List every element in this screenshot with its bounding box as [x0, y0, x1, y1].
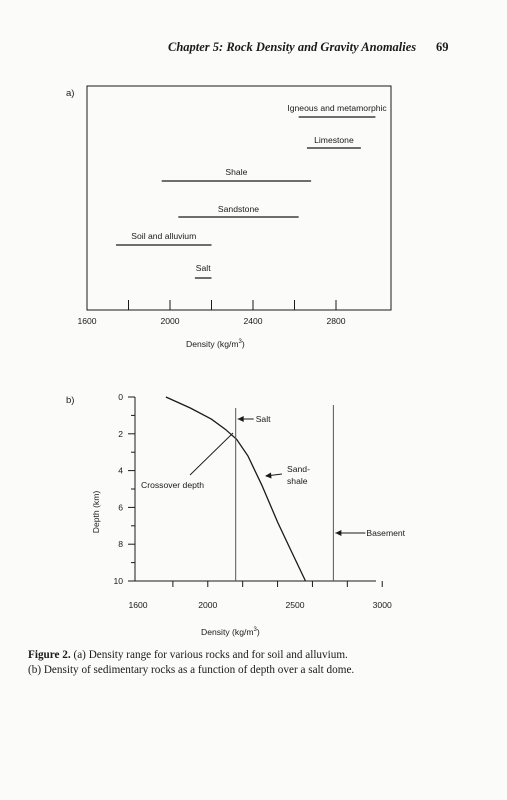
- sand-shale-curve: [165, 396, 307, 582]
- y-tick-label-b: 0: [118, 392, 123, 402]
- x-tick-label-a: 2000: [160, 316, 179, 326]
- basement-arrowhead: [335, 530, 342, 536]
- salt-arrowhead: [237, 416, 244, 422]
- x-tick-label-b: 2000: [198, 600, 217, 610]
- y-tick-label-b: 8: [118, 539, 123, 549]
- caption-line-1: (a) Density range for various rocks and …: [70, 649, 348, 661]
- range-label: Limestone: [314, 135, 354, 145]
- x-axis-label-b: Density (kg/m3): [201, 627, 260, 637]
- x-tick-label-b: 3000: [373, 600, 392, 610]
- y-axis-label-b: Depth (km): [91, 491, 101, 534]
- sand-shale-arrowhead: [265, 472, 272, 479]
- caption-label: Figure 2.: [28, 649, 71, 661]
- density-depth-chart: 0 2 4 6 8 10 1600 2000 2500 3000 Salt Sand-shale Ba…: [91, 392, 406, 637]
- range-label: Soil and alluvium: [131, 231, 196, 241]
- x-tick-label-a: 2800: [326, 316, 345, 326]
- panel-label-a: a): [66, 88, 75, 99]
- crossover-pointer: [189, 432, 234, 476]
- crossover-label: Crossover depth: [141, 480, 204, 490]
- range-label: Shale: [225, 167, 247, 177]
- plot-frame-a: [86, 85, 392, 311]
- x-tick-label-a: 2400: [243, 316, 262, 326]
- running-title: Chapter 5: Rock Density and Gravity Anom…: [168, 40, 417, 54]
- x-axis-label-a: Density (kg/m3): [186, 339, 245, 349]
- salt-label: Salt: [256, 414, 271, 424]
- x-tick-label-a: 1600: [77, 316, 96, 326]
- range-label: Igneous and metamorphic: [287, 103, 387, 113]
- figure-caption: Figure 2. (a) Density range for various …: [28, 648, 478, 678]
- page-number: 69: [436, 40, 449, 54]
- panel-label-b: b): [66, 395, 75, 406]
- x-tick-label-b: 1600: [128, 600, 147, 610]
- caption-line-2: (b) Density of sedimentary rocks as a fu…: [28, 664, 355, 676]
- sand-shale-label: Sand-: [287, 464, 310, 474]
- basement-label: Basement: [366, 528, 405, 538]
- x-tick-label-b: 2500: [285, 600, 304, 610]
- y-tick-label-b: 10: [113, 576, 123, 586]
- range-label: Salt: [196, 263, 211, 273]
- sand-shale-label-2: shale: [287, 476, 308, 486]
- y-tick-label-b: 2: [118, 429, 123, 439]
- y-tick-label-b: 6: [118, 502, 123, 512]
- density-range-chart: Igneous and metamorphic Limestone Shale San…: [77, 85, 392, 349]
- y-tick-label-b: 4: [118, 466, 123, 476]
- range-label: Sandstone: [218, 204, 259, 214]
